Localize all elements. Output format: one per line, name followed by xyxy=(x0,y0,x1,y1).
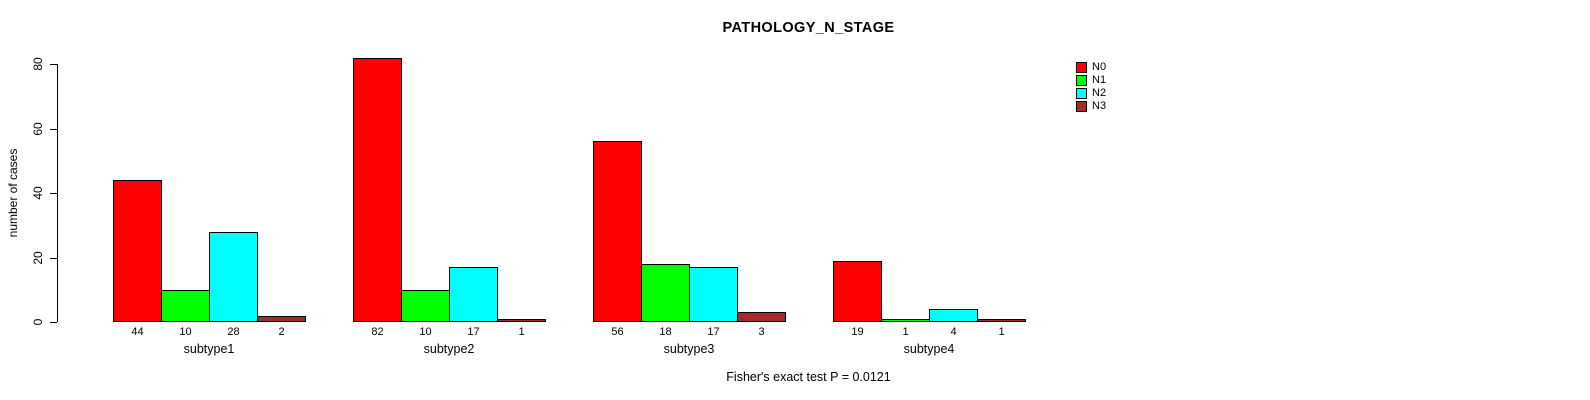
legend-label: N3 xyxy=(1092,100,1107,112)
legend-swatch-icon xyxy=(1076,88,1087,99)
bar-value-label: 1 xyxy=(998,326,1005,338)
y-tick xyxy=(50,257,57,259)
bar xyxy=(401,290,450,322)
legend-label: N2 xyxy=(1092,87,1107,99)
x-category-label: subtype2 xyxy=(423,342,475,356)
legend-swatch-icon xyxy=(1076,101,1087,112)
bar-value-label: 56 xyxy=(611,326,624,338)
y-axis-line xyxy=(57,64,58,322)
bar-value-label: 82 xyxy=(371,326,384,338)
legend-item: N3 xyxy=(1076,100,1106,113)
y-tick xyxy=(50,193,57,194)
x-category-label: subtype1 xyxy=(183,342,235,356)
bar xyxy=(161,290,210,322)
bar xyxy=(353,58,402,322)
y-tick-label: 80 xyxy=(31,57,45,71)
bar xyxy=(113,180,162,322)
bar xyxy=(641,264,690,322)
y-tick xyxy=(50,322,57,323)
legend: N0 N1 N2 N3 xyxy=(1076,61,1106,113)
y-tick-label: 20 xyxy=(31,250,45,265)
y-tick xyxy=(50,64,57,65)
bar xyxy=(833,261,882,322)
bar xyxy=(977,319,1026,322)
y-tick xyxy=(50,128,57,130)
x-category-label: subtype3 xyxy=(663,342,715,356)
y-axis-label: number of cases xyxy=(6,148,20,238)
bar xyxy=(497,319,546,322)
bar-value-label: 18 xyxy=(659,326,672,338)
bar xyxy=(881,319,930,322)
y-tick-label: 40 xyxy=(31,186,45,200)
legend-item: N1 xyxy=(1076,74,1106,87)
bar-value-label: 10 xyxy=(419,326,432,338)
bar-value-label: 17 xyxy=(707,326,720,338)
bar-value-label: 2 xyxy=(278,326,285,338)
legend-item: N0 xyxy=(1076,61,1106,74)
bar-value-label: 19 xyxy=(851,326,864,338)
bar xyxy=(449,267,498,322)
bar xyxy=(593,141,642,322)
x-category-label: subtype4 xyxy=(903,342,955,356)
bar xyxy=(929,309,978,322)
bar-value-label: 17 xyxy=(467,326,480,338)
bar-value-label: 1 xyxy=(902,326,909,338)
bar xyxy=(689,267,738,322)
bar xyxy=(257,316,306,322)
footnote: Fisher's exact test P = 0.0121 xyxy=(726,370,891,384)
bar-value-label: 28 xyxy=(227,326,240,338)
bar-value-label: 3 xyxy=(758,326,765,338)
bar xyxy=(737,312,786,322)
legend-label: N1 xyxy=(1092,74,1107,86)
y-tick-label: 60 xyxy=(31,121,45,136)
bar-value-label: 10 xyxy=(179,326,192,338)
legend-swatch-icon xyxy=(1076,62,1087,73)
bar xyxy=(209,232,258,322)
bar-value-label: 4 xyxy=(950,326,957,338)
y-tick-label: 0 xyxy=(31,318,45,326)
bar-value-label: 44 xyxy=(131,326,144,338)
legend-item: N2 xyxy=(1076,87,1106,100)
bar-value-label: 1 xyxy=(518,326,525,338)
legend-swatch-icon xyxy=(1076,75,1087,86)
legend-label: N0 xyxy=(1092,61,1107,73)
chart-title: PATHOLOGY_N_STAGE xyxy=(722,20,895,36)
